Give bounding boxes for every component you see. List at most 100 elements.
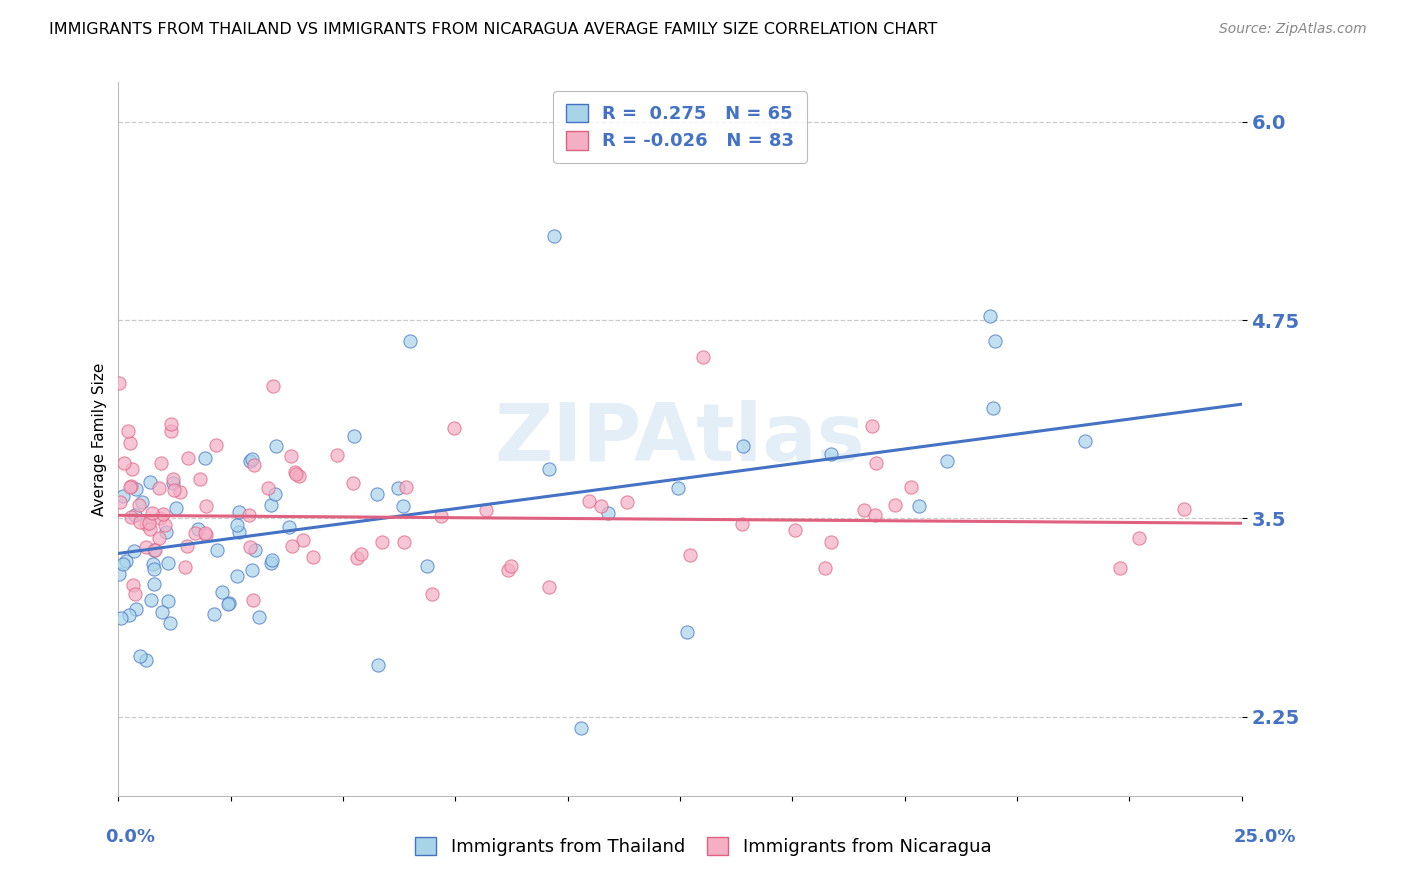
Point [228,524,250,539]
Point [139,593,162,607]
Point [194,499,217,513]
Point [538,581,561,595]
Point [501,559,523,574]
Point [141,506,163,520]
Point [443,421,465,435]
Point [1128,531,1150,545]
Point [865,456,887,470]
Point [814,561,837,575]
Point [184,525,207,540]
Point [260,553,283,567]
Point [160,425,183,439]
Point [142,558,165,572]
Point [150,605,173,619]
Point [908,499,931,513]
Point [124,508,146,522]
Point [131,495,153,509]
Point [143,543,166,558]
Text: ZIPAtlas: ZIPAtlas [495,401,866,478]
Point [853,503,876,517]
Point [176,539,198,553]
Point [108,567,131,582]
Point [187,521,209,535]
Point [155,524,177,539]
Point [120,510,142,524]
Point [129,515,152,529]
Point [392,534,415,549]
Point [936,454,959,468]
Point [162,471,184,485]
Point [260,498,283,512]
Point [121,461,143,475]
Point [284,465,307,479]
Point [218,596,240,610]
Point [243,458,266,473]
Point [150,456,173,470]
Point [578,494,600,508]
Point [247,610,270,624]
Point [243,542,266,557]
Point [263,487,285,501]
Point [163,483,186,497]
Point [135,653,157,667]
Point [169,485,191,500]
Point [240,564,263,578]
Point [1074,434,1097,449]
Point [278,520,301,534]
Point [860,419,883,434]
Point [399,334,422,348]
Point [242,593,264,607]
Point [589,499,612,513]
Point [225,569,247,583]
Point [346,550,368,565]
Point [148,481,170,495]
Point [194,528,217,542]
Point [194,450,217,465]
Point [135,541,157,555]
Point [139,475,162,490]
Point [666,481,689,495]
Point [301,549,323,564]
Point [367,657,389,672]
Point [429,508,451,523]
Point [783,523,806,537]
Point [194,526,217,541]
Point [240,452,263,467]
Point [143,543,166,558]
Point [165,501,187,516]
Point [112,456,135,470]
Point [138,516,160,531]
Point [326,448,349,462]
Point [160,417,183,431]
Point [190,472,212,486]
Point [239,540,262,554]
Point [149,511,172,525]
Point [120,478,142,492]
Point [143,562,166,576]
Point [979,310,1001,324]
Point [820,535,842,549]
Point [153,518,176,533]
Point [420,586,443,600]
Point [226,517,249,532]
Point [129,648,152,663]
Point [569,721,592,735]
Point [371,535,394,549]
Text: 0.0%: 0.0% [105,828,156,846]
Point [110,611,132,625]
Point [125,483,148,497]
Point [280,450,302,464]
Point [416,558,439,573]
Point [124,587,146,601]
Point [863,508,886,522]
Point [733,439,755,453]
Point [366,487,388,501]
Point [228,504,250,518]
Point [173,559,195,574]
Point [125,602,148,616]
Point [128,498,150,512]
Point [596,506,619,520]
Point [262,379,284,393]
Point [159,615,181,630]
Point [239,454,262,468]
